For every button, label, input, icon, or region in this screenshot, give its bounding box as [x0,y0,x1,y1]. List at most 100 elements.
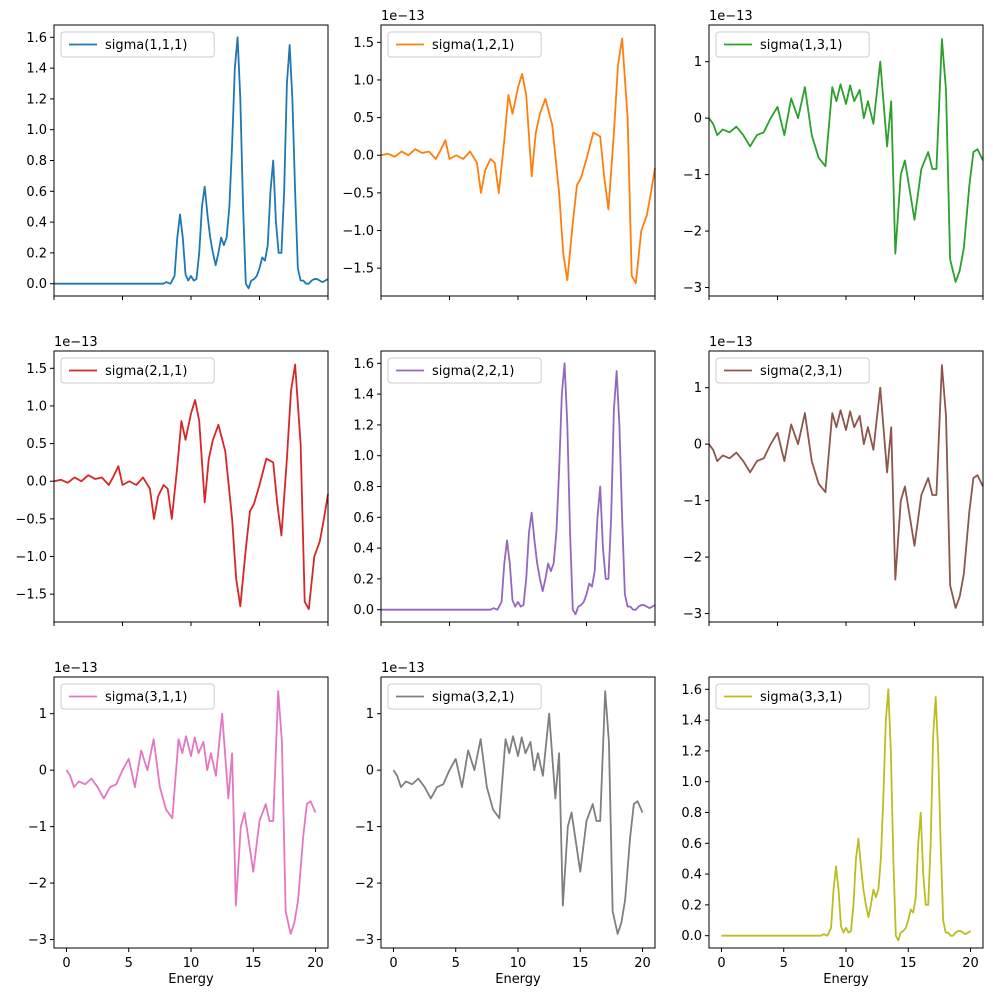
ytick-label: 0 [366,764,374,779]
ytick-label: 0.2 [681,898,702,913]
xaxis-label: Energy [168,972,214,987]
ytick-label: 1.2 [26,92,47,107]
legend-label: sigma(3,1,1) [105,690,188,705]
ytick-label: 1.0 [353,449,374,464]
legend-box [387,357,542,384]
ytick-label: 0.4 [681,868,702,883]
ytick-label: 1.5 [353,36,374,51]
ytick-label: 1.0 [353,73,374,88]
axes-frame [708,350,984,623]
xtick-label: 0 [717,956,725,971]
axes-frame [53,24,329,297]
legend-label: sigma(3,2,1) [432,690,515,705]
axes-frame [708,24,984,297]
ytick-label: 1 [39,707,47,722]
subplot-9: 0.0 0.2 0.4 0.6 0.8 1.0 1.2 1.4 1.6 0 5 10 15 20 Energ… [681,676,984,987]
series-line [65,690,317,935]
ytick-label: 0.6 [681,837,702,852]
ytick-label: −3 [683,281,702,296]
xtick-label: 20 [634,956,651,971]
ytick-label: −1 [355,820,374,835]
ytick-label: 0.8 [26,154,47,169]
ytick-label: 1.5 [26,362,47,377]
xtick-label: 10 [838,956,855,971]
series-line [708,364,984,609]
yaxis-offset-label: 1e−13 [709,335,753,350]
subplot-1: 0.0 0.2 0.4 0.6 0.8 1.0 1.2 1.4 1.6 sigma(1,1,1) [26,24,329,300]
ytick-label: 0.2 [26,246,47,261]
legend-box [715,31,870,58]
ytick-label: −1 [28,820,47,835]
legend-label: sigma(1,1,1) [105,38,188,53]
xtick-label: 10 [183,956,200,971]
ytick-label: 1.2 [681,744,702,759]
xtick-label: 0 [62,956,70,971]
ytick-label: 0.8 [353,480,374,495]
legend-box [387,31,542,58]
ytick-label: −2 [355,877,374,892]
ytick-label: −3 [683,607,702,622]
ytick-label: −3 [28,933,47,948]
axes-frame [380,676,656,949]
yaxis-offset-label: 1e−13 [381,9,425,24]
ytick-label: 0.0 [353,603,374,618]
ytick-label: 0 [39,764,47,779]
ytick-label: 1.0 [681,775,702,790]
ytick-label: 1.6 [26,31,47,46]
ytick-label: 0 [694,438,702,453]
ytick-label: 0.5 [26,437,47,452]
axes-frame [53,350,329,623]
subplot-5: 0.0 0.2 0.4 0.6 0.8 1.0 1.2 1.4 1.6 sigma(2,2,1) [353,350,656,626]
ytick-label: 1.6 [353,357,374,372]
legend-label: sigma(2,2,1) [432,364,515,379]
xtick-label: 20 [307,956,324,971]
series-line [53,363,329,611]
xtick-label: 15 [572,956,589,971]
ytick-label: 1.4 [353,388,374,403]
ytick-label: 1.6 [681,683,702,698]
ytick-label: −3 [355,933,374,948]
ytick-label: 1.0 [26,123,47,138]
ytick-label: −1.5 [15,588,47,603]
series-line [721,688,972,942]
xtick-label: 5 [780,956,788,971]
xtick-label: 5 [125,956,133,971]
ytick-label: 1 [694,55,702,70]
legend-label: sigma(1,2,1) [432,38,515,53]
ytick-label: −1 [683,168,702,183]
ytick-label: −0.5 [342,186,374,201]
series-line [380,37,656,285]
series-line [381,362,656,616]
legend-box [387,683,542,710]
legend-label: sigma(3,3,1) [760,690,843,705]
xtick-label: 0 [389,956,397,971]
xtick-label: 10 [510,956,527,971]
ytick-label: 0.6 [353,511,374,526]
ytick-label: 0.2 [353,572,374,587]
ytick-label: −2 [683,225,702,240]
series-line [54,36,329,290]
xtick-label: 20 [962,956,979,971]
ytick-label: −1.0 [342,224,374,239]
ytick-label: 0.0 [26,475,47,490]
ytick-label: −2 [683,551,702,566]
ytick-label: 1.0 [26,399,47,414]
subplot-2: −1.5 −1.0 −0.5 0.0 0.5 1.0 1.5 1e−13 sigma(1,2,1… [342,9,656,300]
subplot-4: −1.5 −1.0 −0.5 0.0 0.5 1.0 1.5 1e−13 sigma(2,1,1… [15,335,329,626]
ytick-label: 0.4 [26,216,47,231]
ytick-label: 0.5 [353,111,374,126]
axes-frame [380,350,656,623]
ytick-label: −1 [683,494,702,509]
xaxis-label: Energy [823,972,869,987]
ytick-label: 0.0 [353,149,374,164]
subplot-6: −3 −2 −1 0 1 1e−13 sigma(2,3,1) [683,335,984,626]
ytick-label: 1 [694,381,702,396]
xaxis-label: Energy [495,972,541,987]
legend-label: sigma(2,1,1) [105,364,188,379]
axes-frame [53,676,329,949]
legend-box [60,31,215,58]
legend-box [715,357,870,384]
